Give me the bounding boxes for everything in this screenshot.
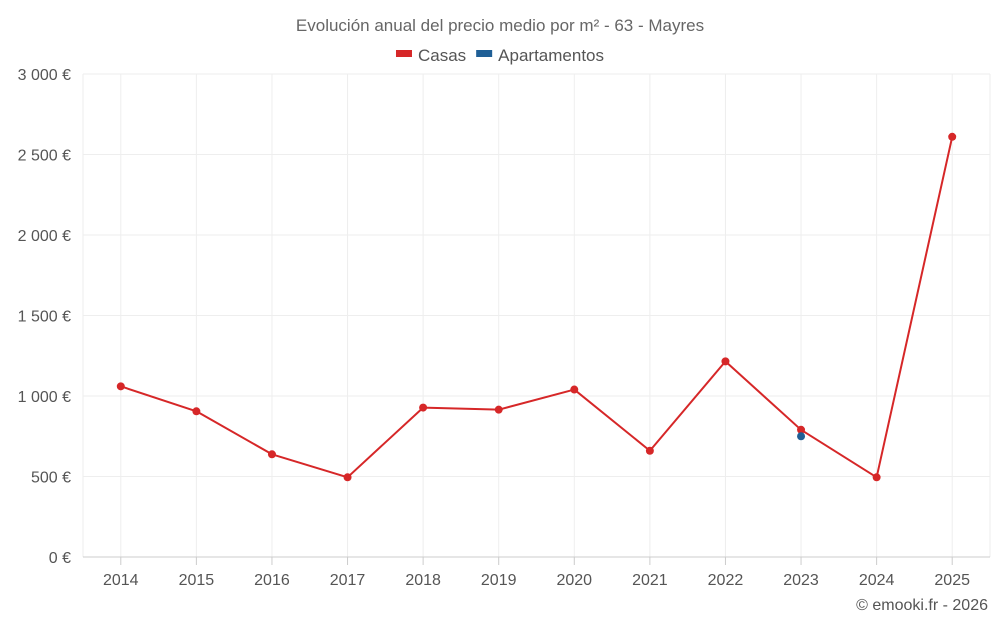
data-point[interactable]: [267, 450, 276, 459]
y-tick-label: 1 000 €: [18, 389, 71, 406]
x-tick-label: 2024: [859, 572, 895, 589]
x-tick-label: 2016: [254, 572, 290, 589]
legend-swatch: [395, 50, 412, 57]
legend-swatch: [476, 50, 493, 57]
data-series: [116, 132, 957, 482]
y-tick-label: 500 €: [31, 470, 71, 487]
x-tick-label: 2014: [103, 572, 139, 589]
legend-item-apartamentos[interactable]: Apartamentos: [476, 46, 604, 65]
series-casas: [116, 132, 957, 482]
data-point[interactable]: [494, 405, 503, 414]
legend-item-casas[interactable]: Casas: [395, 46, 466, 65]
y-tick-label: 0 €: [49, 550, 71, 567]
data-point[interactable]: [797, 432, 806, 441]
series-apartamentos: [797, 432, 806, 441]
data-point[interactable]: [343, 473, 352, 482]
x-tick-label: 2015: [179, 572, 215, 589]
x-tick-label: 2025: [934, 572, 970, 589]
grid-lines: [82, 73, 991, 558]
x-tick-label: 2021: [632, 572, 668, 589]
x-tick-label: 2022: [708, 572, 744, 589]
axes: 0 € 500 € 1 000 € 1 500 € 2 000 € 2 500 € 3 00…: [18, 67, 990, 589]
x-tick-label: 2018: [405, 572, 441, 589]
data-point[interactable]: [570, 385, 579, 394]
x-tick-label: 2019: [481, 572, 517, 589]
data-point[interactable]: [948, 132, 957, 141]
y-tick-label: 2 500 €: [18, 148, 71, 165]
legend: Casas Apartamentos: [395, 46, 604, 65]
legend-label: Apartamentos: [498, 46, 604, 65]
x-tick-label: 2023: [783, 572, 819, 589]
y-tick-label: 2 000 €: [18, 228, 71, 245]
x-tick-label: 2020: [556, 572, 592, 589]
data-point[interactable]: [721, 357, 730, 366]
chart-title: Evolución anual del precio medio por m² …: [296, 16, 704, 35]
footer-credit: © emooki.fr - 2026: [856, 597, 988, 614]
data-point[interactable]: [116, 382, 125, 391]
legend-label: Casas: [418, 46, 466, 65]
x-tick-label: 2017: [330, 572, 366, 589]
data-point[interactable]: [419, 403, 428, 412]
data-point[interactable]: [797, 425, 806, 434]
data-point[interactable]: [872, 473, 881, 482]
data-point[interactable]: [192, 407, 201, 416]
data-point[interactable]: [645, 446, 654, 455]
y-tick-label: 3 000 €: [18, 67, 71, 84]
series-line: [120, 136, 954, 479]
y-tick-label: 1 500 €: [18, 309, 71, 326]
